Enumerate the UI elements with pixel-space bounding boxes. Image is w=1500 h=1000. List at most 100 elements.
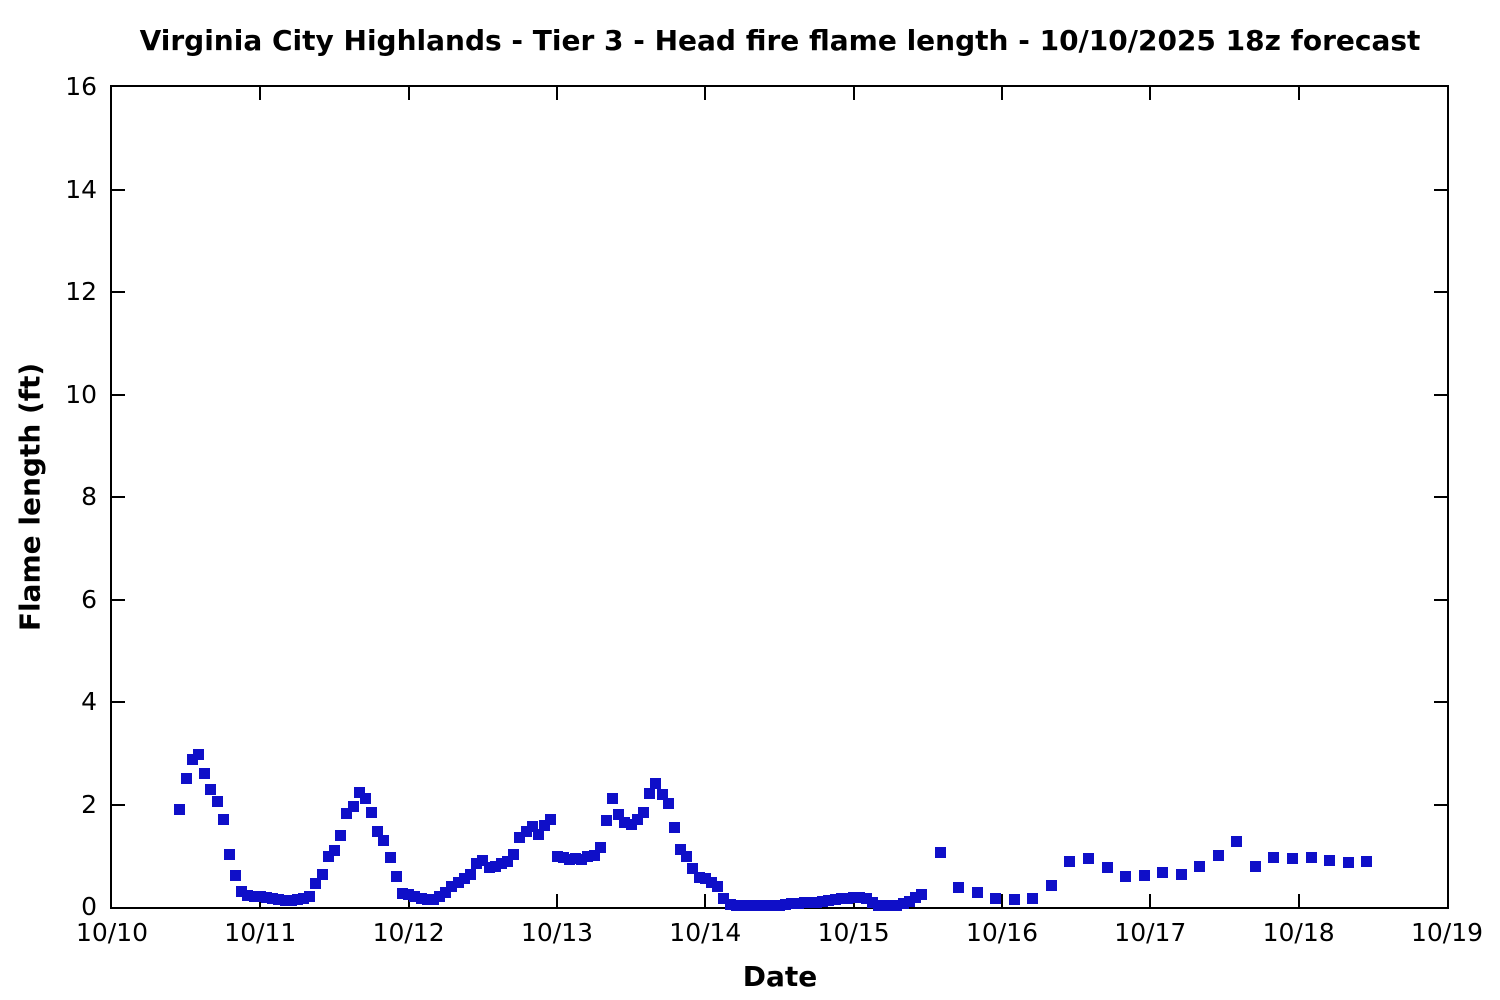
- data-point: [396, 887, 408, 899]
- data-point: [724, 898, 736, 910]
- data-point: [891, 899, 903, 911]
- data-point: [434, 891, 446, 903]
- data-point: [347, 801, 359, 813]
- x-tick: [704, 87, 707, 100]
- data-point: [489, 860, 501, 872]
- data-point: [767, 900, 779, 912]
- x-tick-label: 10/10: [75, 918, 149, 947]
- data-point: [607, 792, 619, 804]
- data-point: [279, 894, 291, 906]
- data-point: [211, 795, 223, 807]
- data-point: [600, 814, 612, 826]
- x-tick: [1149, 87, 1152, 100]
- x-tick: [704, 894, 707, 907]
- data-point: [811, 896, 823, 908]
- data-point: [254, 891, 266, 903]
- data-point: [1212, 850, 1224, 862]
- x-tick: [1001, 87, 1003, 100]
- data-point: [706, 876, 717, 888]
- x-tick-label: 10/15: [817, 918, 890, 947]
- data-point: [755, 900, 767, 912]
- data-point: [1324, 855, 1336, 867]
- data-point: [662, 797, 674, 809]
- data-point: [310, 878, 322, 890]
- x-tick: [556, 87, 558, 100]
- data-point: [761, 900, 773, 912]
- y-tick-label: 0: [81, 892, 97, 921]
- data-point: [335, 829, 347, 841]
- data-point: [712, 881, 724, 892]
- data-point: [298, 893, 310, 905]
- data-point: [557, 851, 569, 863]
- data-point: [446, 881, 458, 892]
- chart-title: Virginia City Highlands - Tier 3 - Head …: [139, 24, 1421, 57]
- data-point: [823, 895, 835, 907]
- data-point: [644, 788, 656, 800]
- data-point: [464, 869, 476, 881]
- data-point: [693, 871, 705, 883]
- data-point: [872, 899, 884, 911]
- data-point: [588, 850, 600, 862]
- data-point: [774, 899, 785, 911]
- data-point: [916, 888, 928, 900]
- y-tick: [112, 701, 125, 703]
- data-point: [848, 892, 860, 904]
- data-point: [186, 754, 198, 766]
- data-point: [804, 897, 816, 909]
- data-point: [866, 897, 878, 909]
- data-point: [570, 852, 582, 864]
- data-point: [879, 900, 891, 912]
- data-point: [427, 893, 439, 905]
- data-point: [174, 804, 186, 816]
- x-tick-label: 10/14: [669, 918, 742, 947]
- data-point: [223, 848, 235, 860]
- data-point: [631, 814, 643, 826]
- x-tick: [556, 894, 558, 907]
- data-point: [780, 898, 792, 910]
- data-point: [835, 893, 847, 905]
- data-point: [304, 890, 316, 902]
- data-point: [1120, 870, 1132, 882]
- data-point: [205, 783, 217, 795]
- x-tick-label: 10/19: [1410, 918, 1484, 947]
- y-tick-label: 6: [81, 584, 97, 614]
- data-point: [1231, 836, 1243, 848]
- data-point: [415, 893, 427, 905]
- data-point: [687, 862, 699, 874]
- data-point: [594, 841, 606, 853]
- data-point: [502, 856, 514, 868]
- data-point: [403, 888, 415, 900]
- data-point: [1027, 892, 1039, 904]
- data-point: [458, 872, 470, 884]
- x-tick-label: 10/16: [965, 918, 1039, 947]
- data-point: [353, 787, 365, 799]
- data-point: [526, 820, 538, 832]
- data-point: [743, 900, 755, 912]
- data-point: [718, 892, 730, 904]
- y-tick-label: 14: [65, 174, 97, 204]
- data-point: [421, 894, 433, 906]
- data-point: [285, 894, 297, 906]
- y-tick-label: 16: [65, 72, 97, 101]
- x-tick: [1297, 894, 1300, 907]
- data-point: [1083, 853, 1095, 865]
- data-point: [1342, 856, 1354, 868]
- data-point: [267, 893, 279, 905]
- data-point: [273, 894, 285, 906]
- data-point: [1361, 856, 1373, 868]
- data-point: [1249, 861, 1261, 872]
- data-point: [619, 816, 631, 828]
- data-point: [242, 889, 254, 901]
- data-point: [909, 892, 921, 904]
- x-axis-label: Date: [742, 960, 818, 993]
- data-point: [934, 846, 946, 858]
- data-point: [471, 857, 483, 869]
- x-tick: [407, 894, 410, 907]
- data-point: [1101, 861, 1113, 873]
- data-point: [792, 897, 804, 909]
- x-tick: [852, 87, 855, 100]
- data-point: [545, 814, 557, 826]
- y-tick: [112, 393, 125, 396]
- data-point: [668, 822, 680, 834]
- data-point: [1175, 869, 1187, 881]
